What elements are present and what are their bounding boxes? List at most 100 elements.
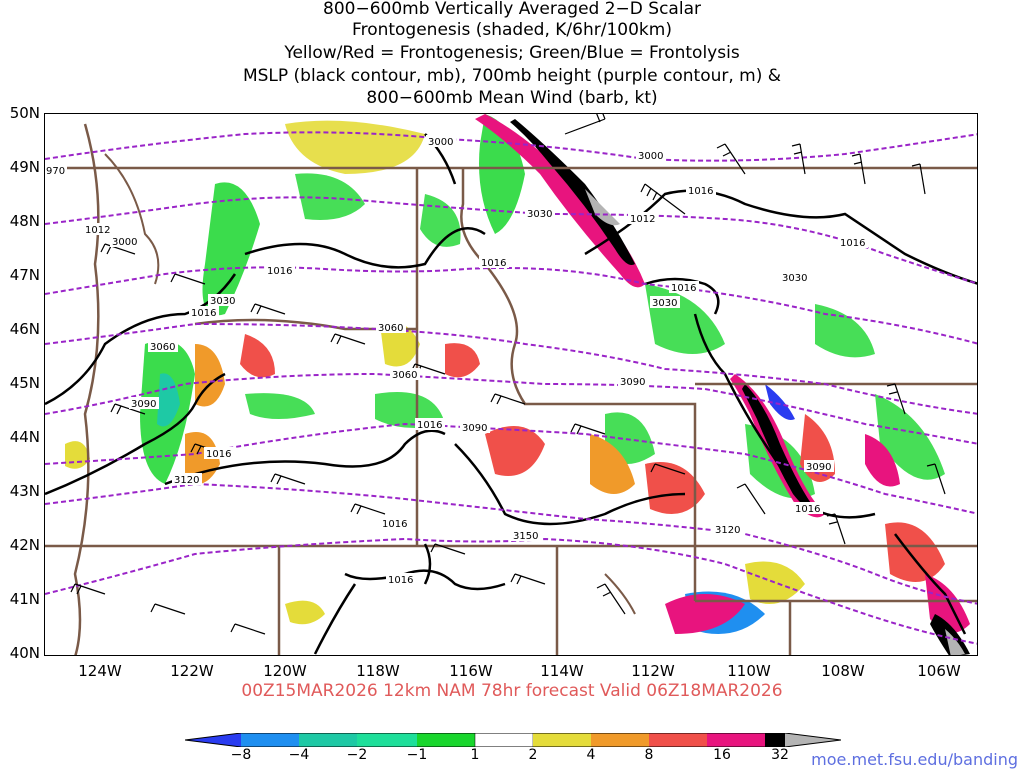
height-label: 3120 bbox=[285, 256, 310, 267]
lon-label-122w: 122W bbox=[170, 662, 214, 680]
mslp-label: 1016 bbox=[204, 447, 234, 460]
height-label-text: 3000 bbox=[638, 151, 663, 162]
lat-label-50n: 50N bbox=[9, 104, 40, 122]
colorbar-label: 8 bbox=[644, 747, 654, 763]
lon-label-124w: 124W bbox=[78, 662, 122, 680]
mslp-label: 1016 bbox=[793, 502, 823, 515]
height-label: 3000 bbox=[110, 235, 140, 248]
height-label-text: 3030 bbox=[210, 296, 235, 307]
height-label: 3000 bbox=[636, 149, 666, 162]
colorbar-segment bbox=[649, 733, 707, 747]
height-label-text: 3030 bbox=[652, 298, 677, 309]
height-label-text: 3060 bbox=[150, 342, 175, 353]
mslp-label: 1016 bbox=[380, 517, 410, 530]
colorbar bbox=[185, 733, 841, 747]
colorbar-label: 32 bbox=[771, 747, 789, 763]
colorbar-segment bbox=[785, 733, 841, 747]
height-label: 3090 bbox=[804, 460, 834, 473]
mslp-label-text: 1016 bbox=[795, 504, 820, 515]
mslp-label: 1016 bbox=[189, 306, 219, 319]
mslp-label-text: 1016 bbox=[382, 519, 407, 530]
lat-label-48n: 48N bbox=[9, 212, 40, 230]
height-label: 3120 bbox=[172, 473, 202, 486]
mslp-label: 1016 bbox=[686, 184, 716, 197]
height-label-text: 3090 bbox=[131, 399, 156, 410]
height-label-text: 3000 bbox=[112, 237, 137, 248]
height-label-text: 3090 bbox=[462, 423, 487, 434]
map-canvas: 1012 1012 1016 1016 1016 1016 1016 1016 … bbox=[45, 114, 977, 655]
colorbar-label: −4 bbox=[288, 747, 310, 763]
mslp-label-text: 1016 bbox=[840, 238, 865, 249]
height-label-text: 3120 bbox=[715, 525, 740, 536]
lon-label-118w: 118W bbox=[356, 662, 400, 680]
height-label: 3030 bbox=[525, 207, 555, 220]
mslp-label-text: 1016 bbox=[688, 186, 713, 197]
lon-label-108w: 108W bbox=[821, 662, 865, 680]
lat-label-44n: 44N bbox=[9, 428, 40, 446]
mslp-label: 1016 bbox=[479, 256, 509, 269]
height-label: 3000 bbox=[426, 135, 456, 148]
lat-label-45n: 45N bbox=[9, 374, 40, 392]
height-label-text: 3030 bbox=[527, 209, 552, 220]
height-label: 970 bbox=[45, 164, 67, 177]
mslp-label: 1012 bbox=[83, 223, 113, 236]
lon-label-106w: 106W bbox=[917, 662, 961, 680]
colorbar-segment bbox=[533, 733, 591, 747]
title-line-1: 800−600mb Vertically Averaged 2−D Scalar bbox=[323, 0, 701, 19]
height-label: 3030 bbox=[650, 296, 680, 309]
forecast-valid-time: 00Z15MAR2026 12km NAM 78hr forecast Vali… bbox=[241, 681, 783, 701]
height-label-text: 970 bbox=[46, 166, 65, 177]
title-line-4: MSLP (black contour, mb), 700mb height (… bbox=[242, 66, 782, 86]
colorbar-segment bbox=[357, 733, 417, 747]
height-label: 3090 bbox=[460, 421, 490, 434]
height-label: 3060 bbox=[148, 340, 178, 353]
colorbar-label: 4 bbox=[586, 747, 596, 763]
source-url: moe.met.fsu.edu/banding bbox=[811, 750, 1018, 769]
mslp-label-text: 1016 bbox=[267, 266, 292, 277]
mslp-label: 1016 bbox=[386, 573, 416, 586]
height-label: 3030 bbox=[208, 294, 238, 307]
colorbar-label: 16 bbox=[713, 747, 731, 763]
colorbar-segment bbox=[765, 733, 785, 747]
height-label: 3120 bbox=[713, 523, 743, 536]
colorbar-segment bbox=[707, 733, 765, 747]
colorbar-segment bbox=[474, 733, 534, 747]
lat-label-41n: 41N bbox=[9, 590, 40, 608]
height-label: 3090 bbox=[129, 397, 159, 410]
lat-label-47n: 47N bbox=[9, 266, 40, 284]
height-label: 3030 bbox=[780, 271, 810, 284]
lon-label-120w: 120W bbox=[263, 662, 307, 680]
colorbar-segment bbox=[241, 733, 299, 747]
mslp-label-text: 1016 bbox=[481, 258, 506, 269]
mslp-label-text: 1016 bbox=[417, 420, 442, 431]
state-borders bbox=[45, 123, 977, 655]
height-label: 3060 bbox=[390, 368, 420, 381]
mslp-label-text: 1016 bbox=[388, 575, 413, 586]
mslp-label: 1016 bbox=[265, 264, 295, 277]
mslp-label-text: 1012 bbox=[630, 214, 655, 225]
colorbar-label: 1 bbox=[470, 747, 480, 763]
map-frame: 1012 1012 1016 1016 1016 1016 1016 1016 … bbox=[44, 113, 978, 656]
colorbar-label: −8 bbox=[230, 747, 252, 763]
height-label: 3090 bbox=[618, 375, 648, 388]
title-line-5: 800−600mb Mean Wind (barb, kt) bbox=[366, 88, 658, 108]
colorbar-label: 2 bbox=[528, 747, 538, 763]
title-line-2: Frontogenesis (shaded, K/6hr/100km) bbox=[352, 20, 672, 40]
mslp-label-text: 1016 bbox=[671, 283, 696, 294]
height-label: 3150 bbox=[511, 529, 541, 542]
colorbar-segment bbox=[591, 733, 649, 747]
mslp-contours bbox=[45, 133, 977, 655]
mslp-label: 1016 bbox=[669, 281, 699, 294]
height-label-text: 3000 bbox=[428, 137, 453, 148]
height-label-text: 3060 bbox=[392, 370, 417, 381]
colorbar-segment bbox=[299, 733, 357, 747]
mslp-label: 1016 bbox=[838, 236, 868, 249]
mslp-label-text: 1012 bbox=[85, 225, 110, 236]
lon-label-112w: 112W bbox=[631, 662, 675, 680]
lat-label-40n: 40N bbox=[9, 644, 40, 662]
mslp-label-text: 1016 bbox=[191, 308, 216, 319]
height-label-text: 3090 bbox=[806, 462, 831, 473]
lon-label-110w: 110W bbox=[727, 662, 771, 680]
lon-label-116w: 116W bbox=[449, 662, 493, 680]
colorbar-label: −1 bbox=[406, 747, 428, 763]
